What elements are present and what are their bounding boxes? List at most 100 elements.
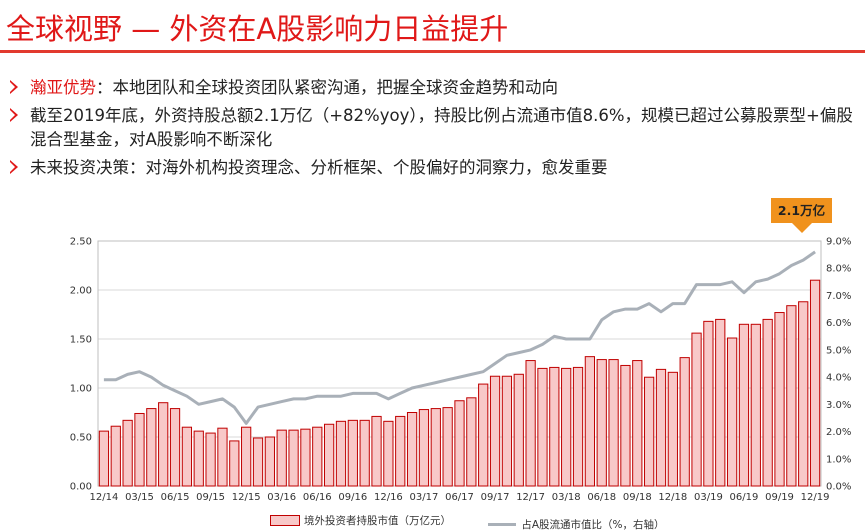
bar [217, 427, 228, 487]
bar [750, 323, 761, 487]
legend-item-bars: 境外投资者持股市值（万亿元） [270, 513, 451, 528]
bar [454, 400, 465, 487]
y-left-tick-label: 0.50 [70, 433, 92, 444]
bar [655, 368, 667, 487]
bar [300, 428, 311, 487]
bar [110, 425, 121, 487]
legend-bar-label: 境外投资者持股市值（万亿元） [304, 515, 451, 527]
callout-badge: 2.1万亿 [771, 198, 832, 223]
x-tick-label: 09/19 [765, 492, 794, 503]
bar [134, 412, 145, 487]
bar [98, 430, 110, 487]
x-tick-label: 03/18 [552, 492, 581, 503]
x-tick-label: 09/17 [481, 492, 510, 503]
bar [572, 366, 584, 487]
legend-bar-swatch [270, 515, 300, 526]
bar [679, 357, 690, 487]
bar [798, 301, 809, 487]
bar [809, 279, 821, 487]
bullet-arrow-icon [10, 80, 18, 94]
bar [726, 337, 738, 487]
bar [276, 429, 287, 487]
y-right-tick-label: 1.0% [826, 454, 851, 465]
ratio-line [103, 250, 816, 425]
y-left-tick-label: 1.00 [70, 384, 92, 395]
page-title: 全球视野 — 外资在A股影响力日益提升 [6, 12, 509, 46]
bar [122, 419, 133, 487]
bar [158, 402, 169, 487]
bar [620, 364, 631, 487]
bar [774, 312, 785, 487]
bar [383, 420, 394, 487]
bar [312, 426, 323, 487]
bar [644, 376, 655, 487]
x-tick-label: 12/16 [374, 492, 403, 503]
bar [489, 375, 501, 487]
bar [537, 367, 548, 487]
x-tick-label: 09/15 [196, 492, 225, 503]
bar [667, 371, 678, 487]
bar [205, 432, 216, 487]
chart-legend: 境外投资者持股市值（万亿元） 占A股流通市值比（%，右轴） [270, 513, 699, 532]
bar [347, 419, 358, 487]
y-right-tick-label: 7.0% [826, 291, 851, 302]
bullet-arrow-icon [10, 108, 18, 122]
bar [169, 408, 181, 487]
bar [181, 426, 193, 487]
bar [146, 408, 157, 487]
bar [596, 359, 607, 487]
bullet-text: 截至2019年底，外资持股总额2.1万亿（+82%yoy），持股比例占流通市值8… [30, 106, 853, 149]
bar [525, 360, 536, 487]
bar [252, 437, 264, 487]
bar [430, 408, 441, 487]
x-tick-label: 09/16 [338, 492, 367, 503]
bar [264, 436, 275, 487]
y-right-tick-label: 8.0% [826, 264, 851, 275]
x-tick-label: 06/19 [730, 492, 759, 503]
y-right-tick-label: 3.0% [826, 400, 851, 411]
legend-item-line: 占A股流通市值比（%，右轴） [488, 517, 665, 532]
bar [288, 429, 299, 487]
bar [359, 419, 370, 487]
bullet-item: 截至2019年底，外资持股总额2.1万亿（+82%yoy），持股比例占流通市值8… [8, 104, 858, 152]
title-underline [0, 50, 865, 53]
x-tick-label: 06/16 [303, 492, 332, 503]
x-tick-label: 03/17 [410, 492, 439, 503]
x-tick-label: 03/19 [694, 492, 723, 503]
bar [632, 360, 643, 487]
bar [691, 332, 702, 487]
x-tick-label: 12/15 [232, 492, 261, 503]
bar [466, 397, 477, 487]
x-tick-label: 03/15 [125, 492, 154, 503]
legend-line-swatch [488, 523, 517, 526]
bar [406, 412, 418, 487]
bar [762, 318, 773, 487]
x-tick-label: 06/18 [587, 492, 616, 503]
x-tick-label: 12/17 [516, 492, 545, 503]
bar [193, 430, 204, 487]
bar [584, 356, 595, 487]
x-tick-label: 12/19 [801, 492, 830, 503]
bar [738, 323, 750, 487]
x-tick-label: 12/18 [658, 492, 687, 503]
bullet-text: ：本地团队和全球投资团队紧密沟通，把握全球资金趋势和动向 [96, 78, 558, 97]
bullet-arrow-icon [10, 160, 18, 174]
bullet-text: 未来投资决策：对海外机构投资理念、分析框架、个股偏好的洞察力，愈发重要 [30, 158, 608, 177]
bullet-item: 瀚亚优势：本地团队和全球投资团队紧密沟通，把握全球资金趋势和动向 [8, 76, 858, 100]
y-right-tick-label: 0.0% [826, 482, 851, 493]
bar [229, 440, 240, 487]
bar [335, 420, 347, 487]
bar [703, 320, 714, 487]
bar [324, 423, 335, 487]
bar [371, 415, 382, 487]
y-right-tick-label: 9.0% [826, 237, 851, 248]
bar [561, 367, 572, 487]
bar [513, 373, 524, 487]
bar [715, 318, 726, 487]
y-right-tick-label: 5.0% [826, 345, 851, 356]
y-right-tick-label: 2.0% [826, 427, 851, 438]
x-tick-label: 06/15 [161, 492, 190, 503]
y-left-tick-label: 2.50 [70, 237, 92, 248]
bar [608, 359, 619, 487]
